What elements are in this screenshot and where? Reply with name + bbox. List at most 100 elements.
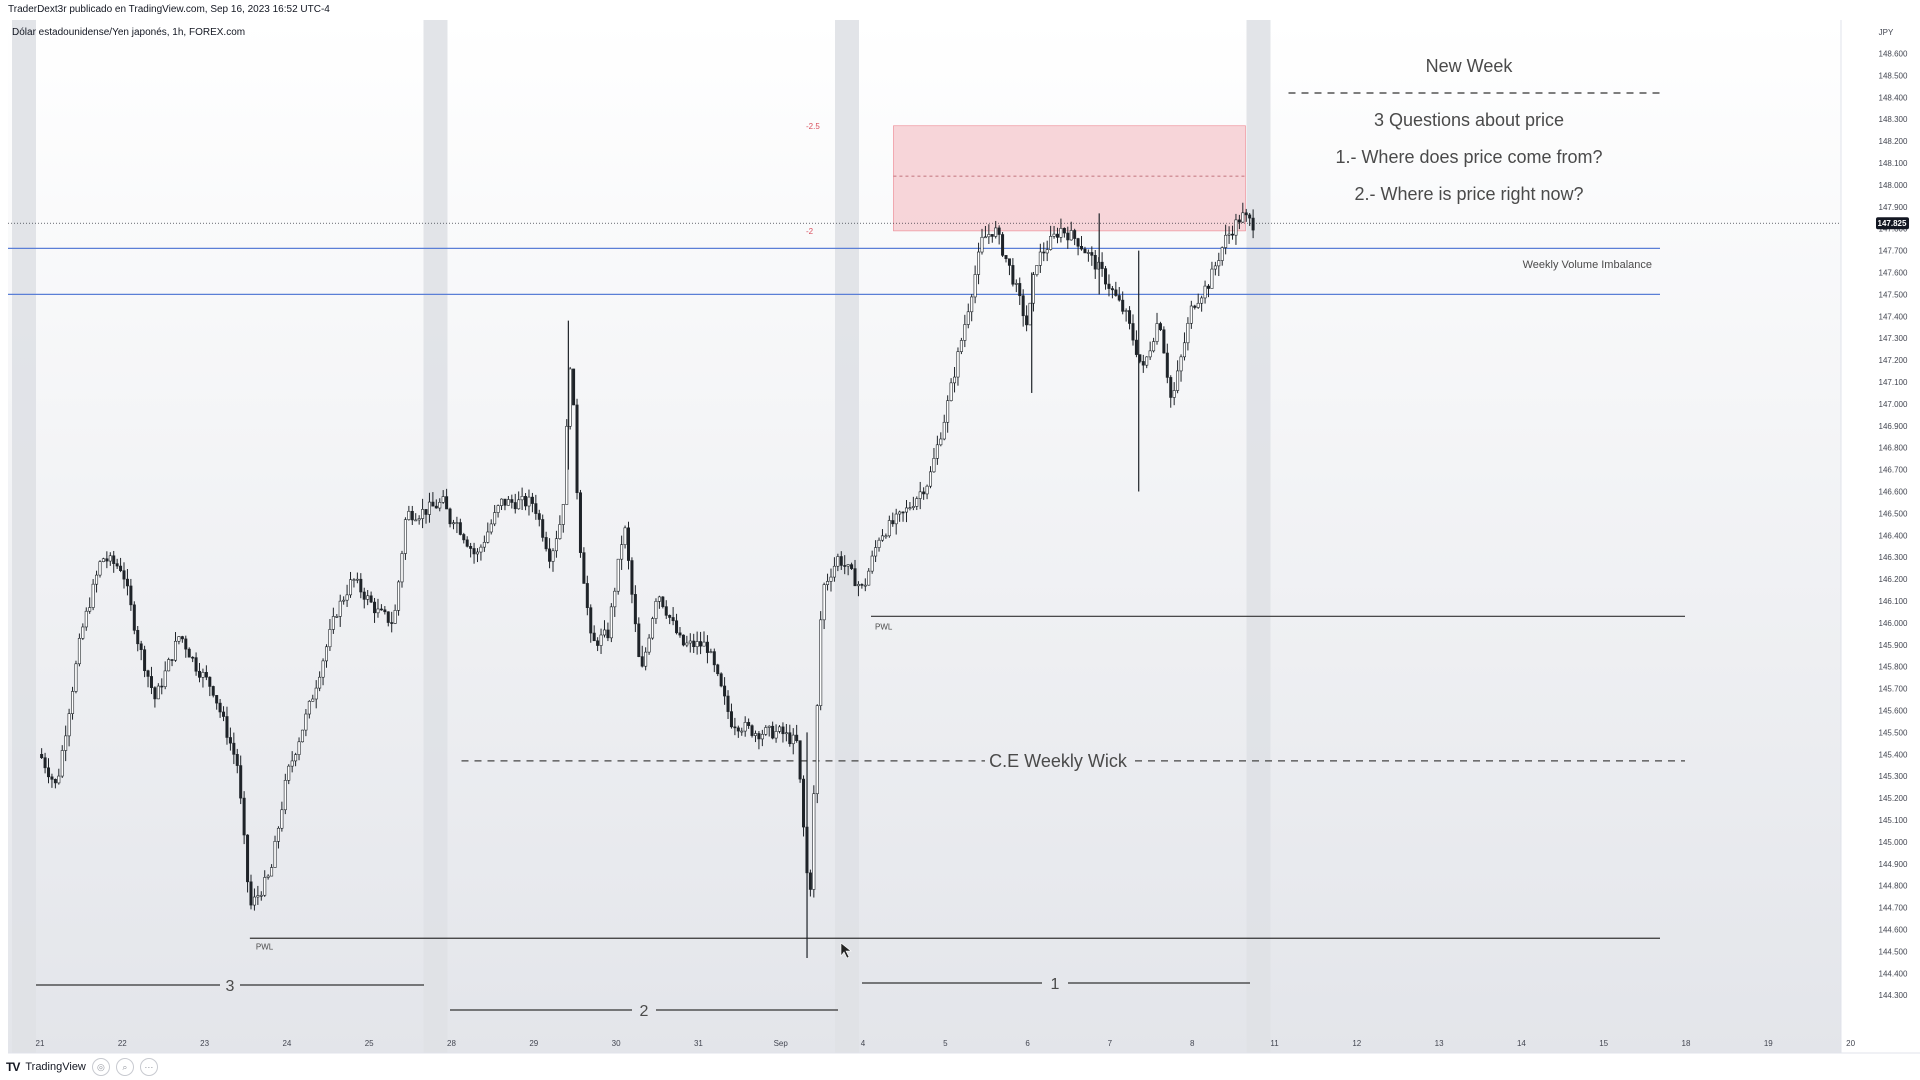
candle-body (510, 499, 514, 503)
candle-body (287, 765, 291, 781)
weekly-volume-imbalance-label: Weekly Volume Imbalance (1523, 259, 1652, 271)
zoom-icon[interactable]: ⌕ (115, 1058, 134, 1076)
candle-body (692, 640, 696, 648)
question-1: 1.- Where does price come from? (1335, 147, 1602, 167)
camera-icon[interactable]: ◎ (91, 1058, 110, 1076)
candle-body (386, 611, 390, 623)
candle-body (918, 491, 922, 499)
y-tick-label: 144.800 (1879, 882, 1908, 891)
candle-body (1152, 341, 1156, 352)
candle-body (335, 616, 339, 618)
candle-body (1038, 251, 1042, 266)
weekend-band-2 (835, 20, 859, 1053)
candle-body (1186, 322, 1190, 344)
candle-body (613, 590, 617, 608)
candle-body (1121, 299, 1125, 312)
candle-body (263, 877, 267, 896)
candle-body (740, 730, 744, 733)
candle-body (970, 296, 974, 313)
candle-body (572, 368, 576, 406)
ce-weekly-wick-label: C.E Weekly Wick (989, 751, 1128, 771)
candle-body (451, 522, 455, 525)
candle-body (750, 725, 754, 736)
candle-body (215, 695, 219, 704)
candle-body (431, 501, 435, 507)
candle-body (654, 600, 658, 619)
candle-body (1213, 265, 1217, 270)
candle-body (925, 485, 929, 495)
candle-body (699, 641, 703, 647)
candle-body (1007, 258, 1011, 266)
candle-body (1011, 265, 1015, 285)
candle-body (877, 539, 881, 548)
candle-body (932, 457, 936, 473)
candle-body (228, 737, 232, 744)
candle-body (1018, 283, 1022, 297)
y-tick-label: 145.600 (1879, 707, 1908, 716)
candle-body (767, 725, 771, 728)
candle-body (719, 673, 723, 687)
candle-body (1093, 255, 1097, 270)
candle-body (506, 499, 510, 506)
y-tick-label: 147.300 (1879, 334, 1908, 343)
candle-body (170, 659, 174, 661)
candle-body (40, 753, 44, 759)
candle-body (1110, 288, 1114, 291)
last-price-badge (1876, 217, 1909, 230)
candle-body (771, 725, 775, 739)
y-tick-label: 146.200 (1879, 575, 1908, 584)
candle-body (352, 579, 356, 581)
candle-body (973, 274, 977, 298)
candle-body (249, 881, 253, 906)
y-tick-label: 147.100 (1879, 378, 1908, 387)
y-tick-label: 146.400 (1879, 531, 1908, 540)
candle-body (1055, 233, 1059, 238)
candle-body (764, 727, 768, 735)
candle-body (524, 496, 528, 507)
candle-body (860, 584, 864, 586)
candle-body (383, 609, 387, 613)
y-tick-label: 147.700 (1879, 247, 1908, 256)
candle-body (373, 601, 377, 614)
candle-body (956, 351, 960, 378)
candle-body (84, 610, 88, 628)
more-icon[interactable]: ⋯ (139, 1058, 158, 1076)
x-tick-label: 13 (1435, 1039, 1444, 1048)
candle-body (904, 507, 908, 513)
candle-body (318, 676, 322, 689)
candle-body (1182, 342, 1186, 358)
candle-body (324, 646, 328, 662)
candle-body (647, 637, 651, 653)
candle-body (201, 672, 205, 678)
candle-body (1231, 233, 1235, 236)
candle-body (119, 565, 123, 571)
candle-body (1145, 356, 1149, 366)
candle-body (50, 776, 54, 780)
candle-body (681, 634, 685, 646)
candle-body (1200, 297, 1204, 304)
candle-body (760, 733, 764, 740)
candle-body (211, 686, 215, 696)
candle-body (534, 503, 538, 514)
candle-body (620, 544, 624, 560)
candle-body (1083, 248, 1087, 254)
candle-body (544, 537, 548, 550)
candle-body (225, 716, 229, 738)
candle-body (826, 581, 830, 585)
candle-body (596, 640, 600, 646)
candle-body (307, 700, 311, 715)
week-label-3: 3 (226, 978, 235, 995)
candle-body (1210, 268, 1214, 289)
candle-body (349, 579, 353, 596)
candle-body (173, 640, 177, 661)
candle-body (884, 535, 888, 538)
candle-body (705, 641, 709, 653)
candle-body (939, 438, 943, 446)
candle-body (585, 583, 589, 608)
candle-body (887, 520, 891, 537)
candle-body (788, 732, 792, 745)
cursor-icon (840, 942, 852, 959)
candle-body (1234, 219, 1238, 236)
candle-body (685, 642, 689, 646)
